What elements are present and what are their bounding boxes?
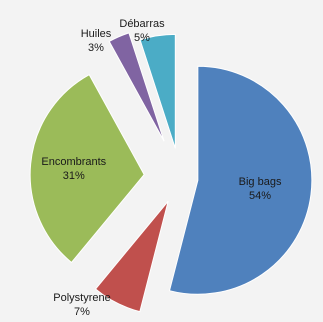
slice-category-label: Encombrants: [41, 156, 106, 168]
pie-slice-polystyrene: [94, 200, 169, 313]
slice-label-polystyrene: Polystyrene 7%: [53, 292, 110, 318]
slice-label-big-bags: Big bags 54%: [239, 176, 282, 202]
pie-slice-big-bags: [168, 65, 313, 295]
slice-percent-label: 5%: [134, 32, 150, 44]
slice-label-encombrants: Encombrants 31%: [41, 156, 106, 182]
pie-slice-encombrants: [29, 74, 145, 264]
slice-category-label: Huiles: [81, 28, 112, 40]
pie-slice-debarras: [139, 33, 176, 149]
slice-percent-label: 31%: [63, 170, 85, 182]
slice-percent-label: 54%: [249, 190, 271, 202]
slice-category-label: Big bags: [239, 176, 282, 188]
slice-category-label: Polystyrene: [53, 292, 110, 304]
slice-percent-label: 3%: [88, 42, 104, 54]
slice-label-debarras: Débarras 5%: [119, 18, 165, 44]
slice-percent-label: 7%: [74, 306, 90, 318]
pie-slice-huiles: [108, 32, 165, 142]
slice-label-huiles: Huiles 3%: [81, 28, 112, 54]
slice-category-label: Débarras: [119, 18, 165, 30]
